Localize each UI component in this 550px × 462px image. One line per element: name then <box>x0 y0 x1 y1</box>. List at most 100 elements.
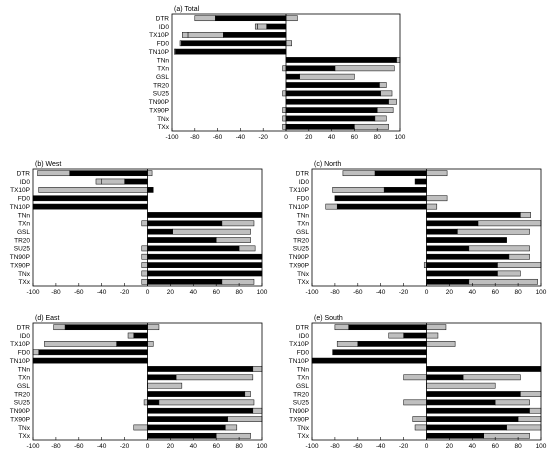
bar <box>147 262 263 268</box>
x-tick-label: 80 <box>514 443 522 450</box>
category-label: TN10P <box>10 358 30 365</box>
bar <box>143 399 148 406</box>
bar <box>180 40 287 47</box>
bar <box>182 32 189 38</box>
bar <box>426 374 464 381</box>
bar <box>334 324 349 331</box>
bar <box>282 123 287 130</box>
category-label: TXn <box>157 66 169 73</box>
category-label: ID0 <box>20 179 31 186</box>
bar <box>426 382 496 389</box>
bar <box>37 170 70 177</box>
category-label: FD0 <box>157 41 170 48</box>
category-label: GSL <box>17 229 30 236</box>
category-label: TX90P <box>149 107 169 114</box>
bar <box>147 324 160 331</box>
bar <box>282 90 287 97</box>
category-label: TX90P <box>10 262 30 269</box>
bar <box>414 424 427 431</box>
bar <box>147 391 246 397</box>
bar <box>141 220 148 227</box>
bar <box>244 391 251 397</box>
bar <box>32 203 148 210</box>
bar <box>69 170 148 177</box>
bar <box>124 178 148 185</box>
bar <box>133 424 148 431</box>
bar <box>426 170 448 177</box>
bar <box>508 253 530 260</box>
x-tick-label: 60 <box>492 443 500 450</box>
category-label: TXn <box>297 221 309 228</box>
bar <box>147 424 226 431</box>
bar <box>426 399 496 406</box>
category-label: TN90P <box>149 99 169 106</box>
bar <box>285 107 378 113</box>
bar <box>147 416 228 422</box>
bar <box>285 40 292 47</box>
bar <box>285 98 389 105</box>
x-tick-label: 0 <box>425 443 429 450</box>
category-label: TNx <box>297 271 310 278</box>
category-label: TNx <box>297 425 310 432</box>
x-tick-label: -60 <box>353 289 363 296</box>
category-label: TNn <box>297 212 310 219</box>
x-tick-label: -20 <box>399 443 409 450</box>
bar <box>414 178 427 185</box>
bar <box>147 237 217 243</box>
bar <box>285 115 376 122</box>
category-label: TXn <box>18 221 30 228</box>
bar <box>38 187 148 193</box>
category-label: ID0 <box>20 333 31 340</box>
x-tick-label: -40 <box>97 289 107 296</box>
category-label: TN90P <box>10 408 30 415</box>
bar <box>158 399 255 406</box>
bar <box>403 374 427 381</box>
bar <box>53 324 66 331</box>
bar <box>147 187 154 193</box>
bar <box>457 228 530 235</box>
x-tick-label: 40 <box>469 443 477 450</box>
bar <box>252 407 263 414</box>
bar <box>529 407 542 414</box>
category-label: FD0 <box>18 196 31 203</box>
category-label: GSL <box>296 383 309 390</box>
x-tick-label: 100 <box>257 289 268 296</box>
bar <box>426 262 498 268</box>
bar <box>282 115 287 122</box>
category-label: DTR <box>296 170 310 177</box>
bar <box>187 32 224 38</box>
bar <box>426 228 458 235</box>
bar <box>285 73 300 80</box>
bar <box>215 237 251 243</box>
bar <box>147 374 177 381</box>
category-label: TR20 <box>153 82 169 89</box>
bar <box>506 424 542 431</box>
x-tick-label: -40 <box>376 443 386 450</box>
x-tick-label: -100 <box>305 289 318 296</box>
x-tick-label: -60 <box>74 443 84 450</box>
category-label: ID0 <box>299 179 310 186</box>
panel-title: (a) Total <box>174 6 200 13</box>
bar <box>227 416 263 422</box>
category-label: TR20 <box>14 391 30 398</box>
category-label: SU25 <box>293 246 310 253</box>
category-label: SU25 <box>14 246 31 253</box>
panel-title: (c) North <box>314 161 341 168</box>
x-tick-label: 20 <box>167 289 175 296</box>
bar <box>141 270 148 277</box>
x-tick-label: -60 <box>353 443 363 450</box>
category-label: TNx <box>18 271 31 278</box>
x-tick-label: 100 <box>395 134 406 141</box>
bar <box>497 262 542 268</box>
category-label: DTR <box>296 324 310 331</box>
category-label: TN10P <box>10 204 30 211</box>
category-label: TX90P <box>10 416 30 423</box>
x-tick-label: -80 <box>330 289 340 296</box>
bar <box>95 178 102 185</box>
x-tick-label: 60 <box>351 134 359 141</box>
bar <box>477 220 542 227</box>
category-label: ID0 <box>159 24 170 31</box>
